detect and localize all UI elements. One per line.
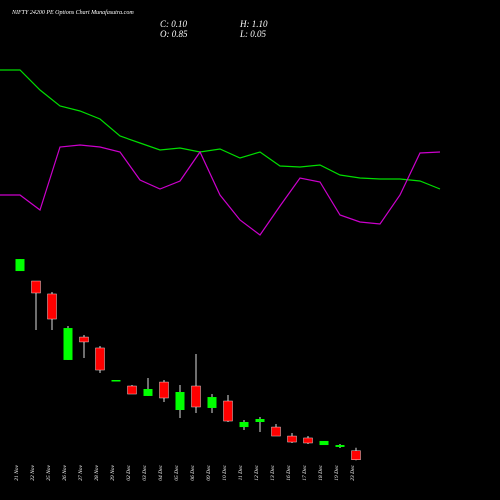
x-tick-label: 18 Dec <box>318 464 324 480</box>
x-tick-label: 23 Dec <box>350 464 356 480</box>
x-tick-label: 16 Dec <box>286 464 292 480</box>
x-tick-label: 02 Dec <box>126 464 132 480</box>
x-tick-label: 17 Dec <box>302 464 308 480</box>
x-tick-label: 12 Dec <box>254 464 260 480</box>
candle-body <box>47 293 57 320</box>
candle-body <box>287 435 297 443</box>
indicator-line <box>0 144 441 236</box>
candle-body <box>143 389 153 396</box>
x-tick-label: 19 Dec <box>334 464 340 480</box>
x-tick-label: 03 Dec <box>142 464 148 480</box>
x-tick-label: 04 Dec <box>157 464 164 480</box>
ohlc-label: C: 0.10 <box>160 19 188 29</box>
x-tick-label: 09 Dec <box>206 464 212 480</box>
candle-body <box>159 381 169 399</box>
candle-body <box>191 385 201 408</box>
candle-body <box>255 419 265 422</box>
ohlc-label: L: 0.05 <box>239 29 267 39</box>
candle-body <box>335 445 345 447</box>
candle-body <box>207 397 217 408</box>
x-tick-label: 06 Dec <box>190 464 196 480</box>
x-tick-label: 22 Nov <box>30 464 36 480</box>
chart-title: NIFTY 24200 PE Options Chart Munafasutra… <box>11 9 134 16</box>
candle-body <box>271 426 281 437</box>
ohlc-label: H: 1.10 <box>239 19 268 29</box>
x-tick-label: 21 Nov <box>14 464 20 480</box>
candle-body <box>111 380 121 382</box>
candle-body <box>127 385 137 395</box>
x-tick-label: 13 Dec <box>270 464 276 480</box>
indicator-line <box>0 69 441 190</box>
x-tick-label: 25 Nov <box>46 464 52 480</box>
candle-body <box>79 336 89 343</box>
candle-body <box>15 259 25 272</box>
candle-body <box>303 437 313 444</box>
candle-body <box>239 422 249 428</box>
candle-body <box>175 392 185 410</box>
candle-body <box>351 450 361 460</box>
x-tick-label: 29 Nov <box>110 464 116 480</box>
candle-body <box>223 400 233 422</box>
x-tick-label: 28 Nov <box>94 464 100 480</box>
x-tick-label: 26 Nov <box>62 464 68 480</box>
candle-body <box>95 347 105 371</box>
candle-body <box>31 280 41 294</box>
ohlc-label: O: 0.85 <box>160 29 188 39</box>
candle-body <box>319 440 329 446</box>
x-tick-label: 27 Nov <box>78 464 84 480</box>
x-tick-label: 11 Dec <box>238 464 244 480</box>
x-tick-label: 10 Dec <box>222 464 228 480</box>
x-tick-label: 05 Dec <box>174 464 180 480</box>
candle-body <box>63 328 73 360</box>
